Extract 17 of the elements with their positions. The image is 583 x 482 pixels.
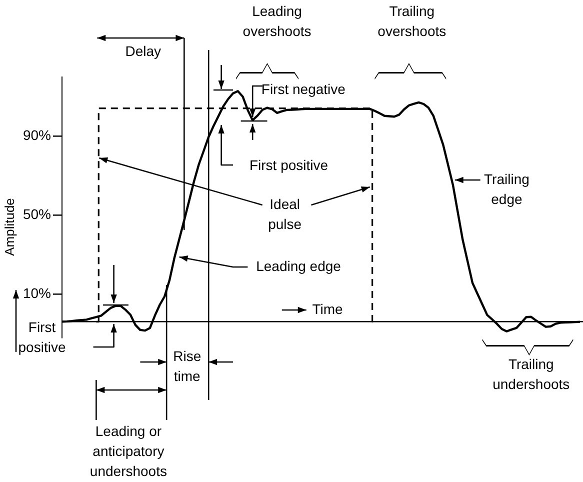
text: Rise time <box>173 348 202 384</box>
annotation: Leading edge <box>256 258 342 274</box>
y-tick-label: 50% <box>22 206 51 222</box>
legend-label: Ideal pulse <box>268 196 302 232</box>
text: Trailing overshoots <box>378 2 446 39</box>
annotation: First positive <box>18 318 66 355</box>
x-axis-title: Time <box>312 300 344 317</box>
text: Leading overshoots <box>242 2 312 39</box>
annotation: Trailing edge <box>484 170 530 207</box>
annotation: First positive <box>249 156 328 173</box>
text: Trailing undershoots <box>492 356 570 392</box>
text: Delay <box>125 42 162 59</box>
y-tick-label: 10% <box>22 284 51 301</box>
y-tick-label: 90% <box>22 126 51 143</box>
y-axis-title: Amplitude <box>2 197 17 258</box>
text: Leading or anticipatory undershoots <box>90 422 167 479</box>
annotation: First negative <box>261 80 346 97</box>
